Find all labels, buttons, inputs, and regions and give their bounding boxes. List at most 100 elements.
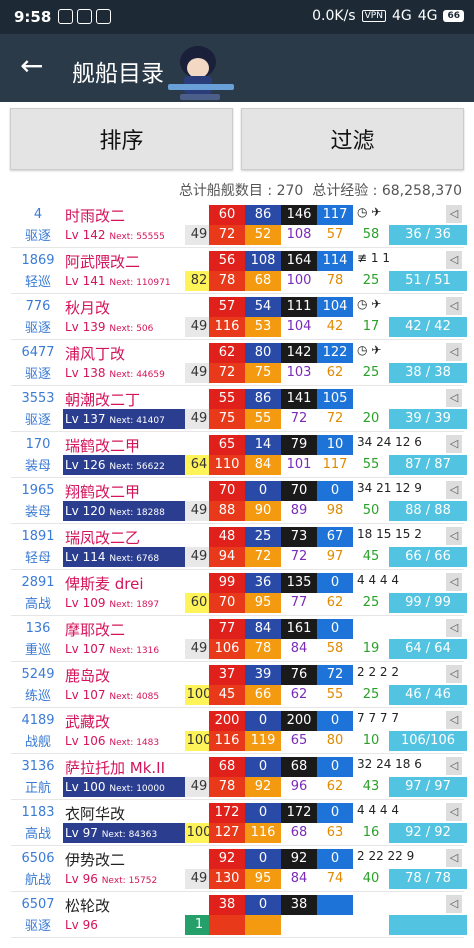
- stat-luck: 57: [326, 227, 344, 242]
- ship-name-col: 伊势改二 Lv 96 Next: 15752: [63, 846, 189, 892]
- flag-icon[interactable]: ◁: [446, 895, 462, 913]
- stat-armor: 75: [209, 409, 245, 429]
- flag-icon[interactable]: ◁: [446, 205, 462, 223]
- next-exp: Next: 44659: [109, 370, 165, 380]
- ship-name-col: 松轮改 Lv 96: [63, 892, 189, 938]
- action-buttons: 排序 过滤: [10, 108, 464, 170]
- stat-armor: 78: [209, 777, 245, 797]
- ship-type: 战舰: [24, 735, 51, 750]
- stat-firepower: 92: [209, 849, 245, 869]
- stat-los: 25: [362, 595, 380, 610]
- stat-total: 79: [281, 435, 317, 455]
- stat-evasion: 53: [245, 317, 281, 337]
- ship-name-col: 秋月改 Lv 139 Next: 506: [63, 294, 189, 340]
- ship-row[interactable]: 170 装母 瑞鹤改二甲 Lv 126 Next: 56622 64 65 14…: [11, 432, 467, 478]
- ship-row[interactable]: 4 驱逐 时雨改二 Lv 142 Next: 55555 49 60 86 14…: [11, 202, 467, 248]
- condition: 49: [185, 225, 213, 245]
- equipment-slots: ≢ 1 1: [357, 251, 390, 265]
- flag-icon[interactable]: ◁: [446, 297, 462, 315]
- ship-id: 1869: [21, 253, 55, 268]
- ship-type: 装母: [24, 459, 51, 474]
- condition: 49: [185, 501, 213, 521]
- equipment-slots: 2 2 2 2: [357, 665, 399, 679]
- sort-button[interactable]: 排序: [10, 108, 233, 170]
- ship-type: 航战: [24, 873, 51, 888]
- stat-los: 58: [362, 227, 380, 242]
- ship-row[interactable]: 3553 驱逐 朝潮改二丁 Lv 137 Next: 41407 49 55 8…: [11, 386, 467, 432]
- flag-icon[interactable]: ◁: [446, 803, 462, 821]
- condition: 100: [185, 823, 213, 843]
- ship-row[interactable]: 3136 正航 萨拉托加 Mk.II Lv 100 Next: 10000 49…: [11, 754, 467, 800]
- stat-aa: 67: [317, 527, 353, 547]
- flag-icon[interactable]: ◁: [446, 665, 462, 683]
- stat-torpedo: 0: [245, 895, 281, 915]
- condition: 60: [185, 593, 213, 613]
- ship-row[interactable]: 776 驱逐 秋月改 Lv 139 Next: 506 49 57 54 111…: [11, 294, 467, 340]
- ship-row[interactable]: 1183 高战 衣阿华改 Lv 97 Next: 84363 100 172 0…: [11, 800, 467, 846]
- ship-row[interactable]: 6477 驱逐 浦风丁改 Lv 138 Next: 44659 49 62 80…: [11, 340, 467, 386]
- stat-torpedo: 36: [245, 573, 281, 593]
- flag-icon[interactable]: ◁: [446, 711, 462, 729]
- ship-id-type: 170 装母: [11, 432, 65, 478]
- ship-row[interactable]: 1965 装母 翔鹤改二甲 Lv 120 Next: 18288 49 70 0…: [11, 478, 467, 524]
- exp-label: 总计经验 :: [312, 183, 382, 199]
- stat-aa: 0: [317, 803, 353, 823]
- stat-aa: [317, 895, 353, 915]
- ship-row[interactable]: 2891 高战 俾斯麦 drei Lv 109 Next: 1897 60 99…: [11, 570, 467, 616]
- ship-id: 6506: [21, 851, 55, 866]
- ship-count: 270: [276, 183, 304, 199]
- stat-aa: 105: [317, 389, 353, 409]
- flag-icon[interactable]: ◁: [446, 527, 462, 545]
- next-exp: Next: 10000: [109, 784, 165, 794]
- stat-torpedo: 0: [245, 711, 281, 731]
- hp-bar: 106/106: [389, 731, 467, 751]
- stat-asw: 84: [290, 871, 308, 886]
- flag-icon[interactable]: ◁: [446, 849, 462, 867]
- flag-icon[interactable]: ◁: [446, 389, 462, 407]
- stat-luck: 62: [326, 779, 344, 794]
- ship-type: 装母: [24, 505, 51, 520]
- stat-torpedo: 25: [245, 527, 281, 547]
- flag-icon[interactable]: ◁: [446, 251, 462, 269]
- level-text: Lv 100: [65, 780, 106, 794]
- ship-row[interactable]: 1891 轻母 瑞凤改二乙 Lv 114 Next: 6768 49 48 25…: [11, 524, 467, 570]
- stat-evasion: 68: [245, 271, 281, 291]
- ship-level: Lv 137 Next: 41407: [63, 409, 189, 429]
- stat-total: 172: [281, 803, 317, 823]
- ship-type: 轻巡: [24, 275, 51, 290]
- ship-name-col: 瑞凤改二乙 Lv 114 Next: 6768: [63, 524, 189, 570]
- ship-row[interactable]: 6507 驱逐 松轮改 Lv 96 1 38 0 38 ◁: [11, 892, 467, 938]
- stat-asw: 101: [286, 457, 312, 472]
- level-text: Lv 96: [65, 872, 98, 886]
- stat-aa: 0: [317, 573, 353, 593]
- stat-firepower: 65: [209, 435, 245, 455]
- flag-icon[interactable]: ◁: [446, 481, 462, 499]
- ship-id-type: 4189 战舰: [11, 708, 65, 754]
- flag-icon[interactable]: ◁: [446, 757, 462, 775]
- flag-icon[interactable]: ◁: [446, 343, 462, 361]
- stat-aa: 117: [317, 205, 353, 225]
- stat-armor: 94: [209, 547, 245, 567]
- condition: 82: [185, 271, 213, 291]
- flag-icon[interactable]: ◁: [446, 435, 462, 453]
- equipment-slots: ◷ ✈: [357, 205, 382, 219]
- level-text: Lv 137: [65, 412, 106, 426]
- ship-row[interactable]: 136 重巡 摩耶改二 Lv 107 Next: 1316 49 77 84 1…: [11, 616, 467, 662]
- next-exp: Next: 18288: [109, 508, 165, 518]
- battery-icon: 66: [443, 10, 464, 22]
- flag-icon[interactable]: ◁: [446, 619, 462, 637]
- ship-row[interactable]: 4189 战舰 武藏改 Lv 106 Next: 1483 100 200 0 …: [11, 708, 467, 754]
- hp-bar: 42 / 42: [389, 317, 467, 337]
- hp-bar: 87 / 87: [389, 455, 467, 475]
- filter-button[interactable]: 过滤: [241, 108, 464, 170]
- stat-asw: 65: [290, 733, 308, 748]
- ship-row[interactable]: 6506 航战 伊势改二 Lv 96 Next: 15752 49 92 0 9…: [11, 846, 467, 892]
- ship-row[interactable]: 5249 练巡 鹿岛改 Lv 107 Next: 4085 100 37 39 …: [11, 662, 467, 708]
- back-arrow-icon[interactable]: ←: [20, 49, 44, 82]
- hp-bar: 51 / 51: [389, 271, 467, 291]
- ship-row[interactable]: 1869 轻巡 阿武隈改二 Lv 141 Next: 110971 82 56 …: [11, 248, 467, 294]
- stat-luck: 80: [326, 733, 344, 748]
- ship-id: 3553: [21, 391, 55, 406]
- level-text: Lv 141: [65, 274, 106, 288]
- flag-icon[interactable]: ◁: [446, 573, 462, 591]
